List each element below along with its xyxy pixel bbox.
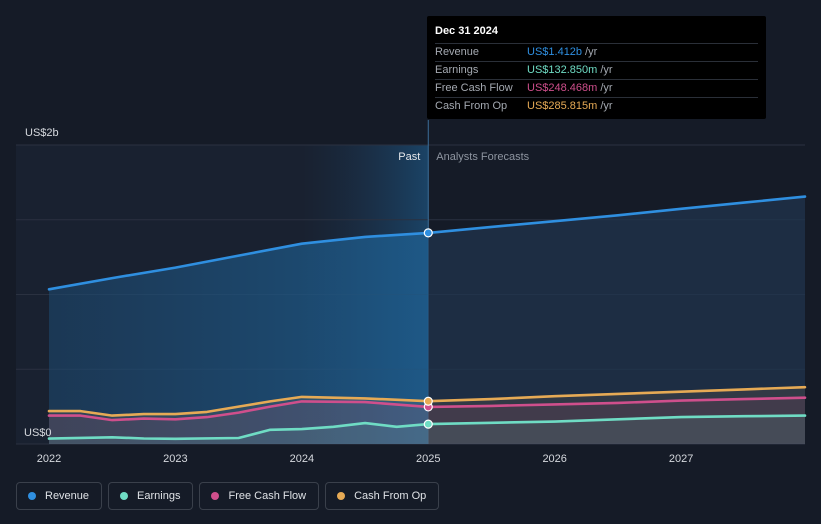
y-axis-bottom-label: US$0 xyxy=(24,427,52,439)
tooltip-label: Cash From Op xyxy=(435,100,508,112)
tooltip-value: US$248.468m xyxy=(527,82,598,94)
cash-from-op-line xyxy=(47,385,807,417)
tooltip-row-free-cash-flow: Free Cash Flow US$248.468m /yr xyxy=(435,79,758,97)
x-tick-label: 2023 xyxy=(163,453,187,465)
tooltip-row-earnings: Earnings US$132.850m /yr xyxy=(435,61,758,79)
legend-item-revenue[interactable]: Revenue xyxy=(16,482,103,510)
legend-dot-icon xyxy=(120,492,129,500)
tooltip-value: US$1.412b xyxy=(527,46,583,58)
tooltip-panel: Dec 31 2024 Revenue US$1.412b /yr Earnin… xyxy=(427,16,766,119)
legend-label: Cash From Op xyxy=(354,490,427,502)
legend-label: Earnings xyxy=(137,490,181,502)
tooltip-date: Dec 31 2024 xyxy=(435,25,498,37)
tooltip-row-revenue: Revenue US$1.412b /yr xyxy=(435,43,758,61)
legend-label: Free Cash Flow xyxy=(228,490,307,502)
revenue-area-past xyxy=(49,232,429,444)
y-axis-top-label: US$2b xyxy=(25,127,59,139)
free-cash-flow-line xyxy=(47,396,807,422)
legend-label: Revenue xyxy=(45,490,90,502)
x-tick-label: 2022 xyxy=(37,453,61,465)
legend-dot-icon xyxy=(337,492,346,500)
x-tick-label: 2027 xyxy=(669,453,693,465)
x-tick-label: 2024 xyxy=(290,453,314,465)
legend-dot-icon xyxy=(28,492,36,500)
tooltip-value: US$132.850m xyxy=(527,64,598,76)
tooltip-row-cash-from-op: Cash From Op US$285.815m /yr xyxy=(435,97,758,115)
legend-item-cash-from-op[interactable]: Cash From Op xyxy=(325,482,440,510)
x-tick-label: 2026 xyxy=(542,453,566,465)
tooltip-unit: /yr xyxy=(600,100,613,112)
tooltip-unit: /yr xyxy=(600,64,613,76)
forecast-label: Analysts Forecasts xyxy=(436,151,529,163)
tooltip-label: Revenue xyxy=(435,46,480,58)
cash-from-op-area xyxy=(49,387,805,444)
tooltip-unit: /yr xyxy=(600,82,613,94)
revenue-area-forecast xyxy=(428,196,805,444)
tooltip-label: Earnings xyxy=(435,64,479,76)
x-tick-label: 2025 xyxy=(416,453,440,465)
legend-item-free-cash-flow[interactable]: Free Cash Flow xyxy=(199,482,320,510)
revenue-marker xyxy=(423,228,433,238)
earnings-line xyxy=(47,414,807,441)
legend: Revenue Earnings Free Cash Flow Cash Fro… xyxy=(16,482,440,510)
past-label: Past xyxy=(398,151,420,163)
tooltip-unit: /yr xyxy=(585,46,598,58)
earnings-area xyxy=(49,415,805,444)
legend-dot-icon xyxy=(211,492,220,500)
earnings-marker xyxy=(423,419,433,429)
tooltip-value: US$285.815m xyxy=(527,100,598,112)
legend-item-earnings[interactable]: Earnings xyxy=(108,482,194,510)
tooltip-label: Free Cash Flow xyxy=(435,82,513,94)
cash-from-op-marker xyxy=(423,396,433,406)
